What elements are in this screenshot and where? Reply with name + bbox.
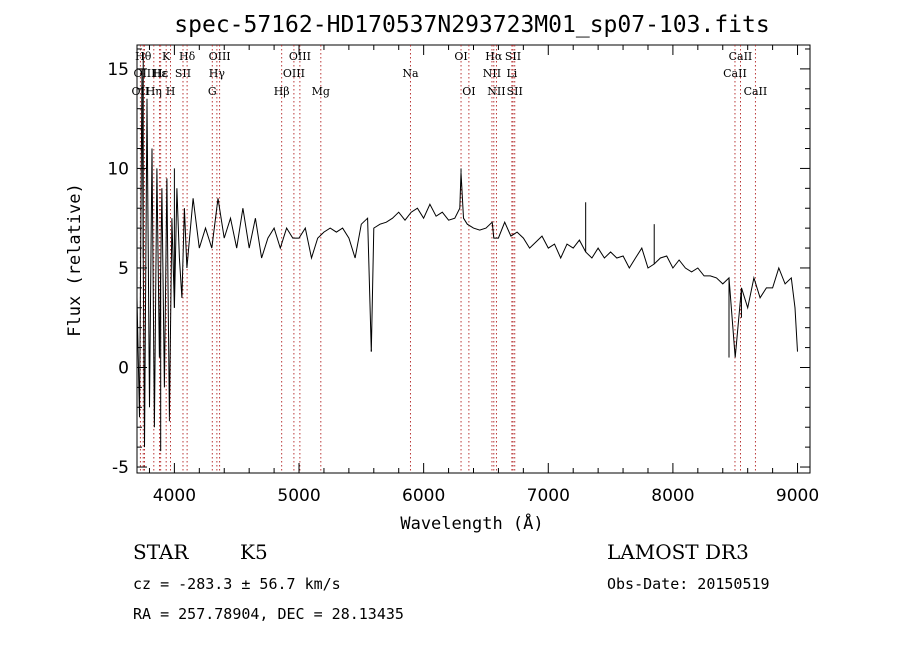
line-label-11: Hγ	[209, 67, 226, 80]
y-tick-label-3: 10	[107, 159, 129, 179]
y-axis-label: Flux (relative)	[65, 183, 85, 337]
line-label-18: OI	[454, 50, 467, 63]
line-label-23: SII	[505, 50, 521, 63]
line-label-19: OI	[462, 85, 475, 98]
line-label-3: Hη	[146, 85, 162, 98]
y-tick-label-4: 15	[107, 60, 129, 80]
line-label-6: Hε	[153, 67, 169, 80]
line-label-17: Na	[402, 67, 419, 80]
line-label-4: Hε	[152, 67, 168, 80]
line-label-15: OIII	[289, 50, 311, 63]
x-tick-label-5: 9000	[776, 486, 819, 506]
y-tick-label-2: 5	[118, 259, 129, 279]
line-label-22: NII	[487, 85, 505, 98]
line-label-14: OIII	[283, 67, 305, 80]
line-label-16: Mg	[312, 85, 330, 98]
object-subclass: K5	[240, 540, 268, 564]
line-label-10: G	[208, 85, 217, 98]
line-label-9: Hδ	[179, 50, 196, 63]
x-axis-ticks: 4000 5000 6000 7000 8000 9000	[148, 45, 819, 506]
spectrum-series-line	[136, 68, 798, 448]
line-label-2: OIII	[133, 67, 155, 80]
spectrum-spikes	[142, 52, 742, 452]
x-axis-label: Wavelength (Å)	[400, 512, 543, 534]
line-label-13: Hβ	[274, 85, 290, 98]
line-label-8: SII	[175, 67, 191, 80]
line-label-24: Li	[506, 67, 517, 80]
plot-frame	[136, 44, 811, 474]
survey-name: LAMOST DR3	[607, 540, 749, 564]
chart-title: spec-57162-HD170537N293723M01_sp07-103.f…	[174, 12, 769, 38]
line-label-12: OIII	[209, 50, 231, 63]
line-label-27: CaII	[729, 50, 753, 63]
line-label-25: SII	[507, 85, 523, 98]
x-tick-label-0: 4000	[153, 486, 196, 506]
x-tick-label-2: 6000	[402, 486, 445, 506]
y-axis-ticks: -5 0 5 10 15	[107, 48, 810, 478]
line-label-7: H	[166, 85, 176, 98]
coordinates: RA = 257.78904, DEC = 28.13435	[133, 605, 404, 623]
x-tick-label-3: 7000	[527, 486, 570, 506]
line-label-5: K	[162, 50, 171, 63]
line-label-20: Hα	[485, 50, 503, 63]
line-label-0: OII	[132, 85, 150, 98]
spectral-line-labels: OIIHθOIIIHηHεKHεHSIIHδGHγOIIIHβOIIIOIIIM…	[132, 50, 768, 98]
plot-area: OIIHθOIIIHηHεKHεHSIIHδGHγOIIIHβOIIIOIIIM…	[107, 44, 819, 506]
obs-date: Obs-Date: 20150519	[607, 575, 770, 593]
line-label-21: NII	[483, 67, 501, 80]
x-tick-label-1: 5000	[277, 486, 320, 506]
spectral-line-markers	[139, 45, 756, 473]
y-tick-label-0: -5	[112, 458, 129, 478]
x-tick-label-4: 8000	[651, 486, 694, 506]
object-class: STAR	[133, 540, 189, 564]
line-label-28: CaII	[744, 85, 768, 98]
line-label-26: CaII	[723, 67, 747, 80]
y-tick-label-1: 0	[118, 358, 129, 378]
redshift-readout: cz = -283.3 ± 56.7 km/s	[133, 575, 341, 593]
